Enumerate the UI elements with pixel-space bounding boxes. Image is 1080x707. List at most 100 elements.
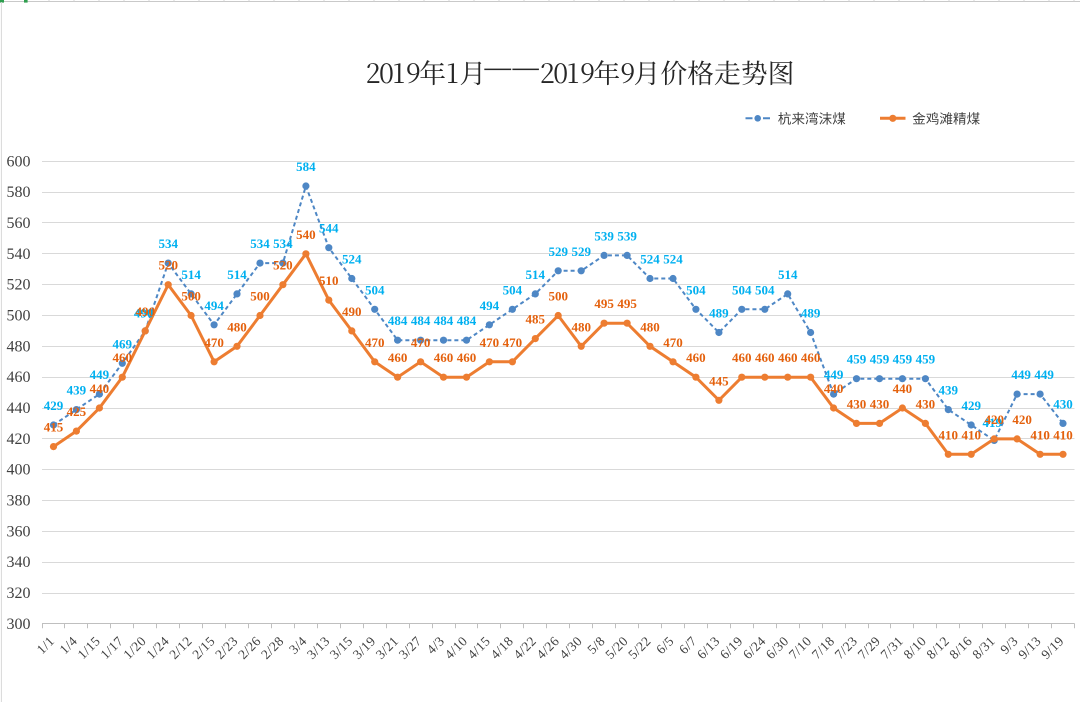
svg-text:459: 459 bbox=[893, 352, 913, 367]
svg-text:460: 460 bbox=[7, 369, 31, 386]
svg-text:470: 470 bbox=[663, 335, 683, 350]
svg-text:459: 459 bbox=[847, 352, 867, 367]
svg-text:524: 524 bbox=[663, 252, 683, 267]
svg-text:514: 514 bbox=[227, 267, 247, 282]
svg-text:470: 470 bbox=[204, 335, 224, 350]
svg-text:500: 500 bbox=[250, 289, 270, 304]
svg-text:490: 490 bbox=[135, 304, 155, 319]
svg-text:439: 439 bbox=[939, 383, 959, 398]
svg-text:459: 459 bbox=[916, 352, 936, 367]
svg-text:460: 460 bbox=[113, 350, 133, 365]
svg-text:420: 420 bbox=[1012, 412, 1032, 427]
svg-text:500: 500 bbox=[181, 289, 201, 304]
svg-text:544: 544 bbox=[319, 221, 339, 236]
svg-text:484: 484 bbox=[457, 313, 477, 328]
svg-text:460: 460 bbox=[457, 350, 477, 365]
svg-text:500: 500 bbox=[548, 289, 568, 304]
svg-text:440: 440 bbox=[893, 381, 913, 396]
svg-text:449: 449 bbox=[1034, 367, 1054, 382]
svg-text:534: 534 bbox=[250, 236, 270, 251]
svg-text:504: 504 bbox=[365, 282, 385, 297]
svg-text:460: 460 bbox=[755, 350, 775, 365]
svg-text:484: 484 bbox=[388, 313, 408, 328]
svg-text:524: 524 bbox=[640, 252, 660, 267]
svg-text:484: 484 bbox=[434, 313, 454, 328]
svg-text:460: 460 bbox=[434, 350, 454, 365]
svg-text:485: 485 bbox=[526, 312, 546, 327]
svg-text:449: 449 bbox=[90, 367, 110, 382]
svg-text:480: 480 bbox=[227, 319, 247, 334]
svg-text:430: 430 bbox=[916, 396, 936, 411]
svg-text:460: 460 bbox=[778, 350, 798, 365]
svg-text:410: 410 bbox=[1030, 427, 1050, 442]
svg-text:510: 510 bbox=[319, 273, 339, 288]
svg-text:400: 400 bbox=[7, 462, 31, 479]
svg-text:504: 504 bbox=[755, 282, 775, 297]
svg-text:514: 514 bbox=[778, 267, 798, 282]
svg-text:494: 494 bbox=[480, 298, 500, 313]
svg-text:500: 500 bbox=[7, 308, 31, 325]
svg-text:504: 504 bbox=[503, 282, 523, 297]
svg-text:540: 540 bbox=[296, 227, 316, 242]
svg-text:480: 480 bbox=[7, 338, 31, 355]
svg-text:514: 514 bbox=[526, 267, 546, 282]
svg-text:489: 489 bbox=[709, 306, 729, 321]
svg-text:490: 490 bbox=[342, 304, 362, 319]
svg-text:520: 520 bbox=[158, 258, 178, 273]
svg-text:410: 410 bbox=[939, 427, 959, 442]
svg-text:440: 440 bbox=[90, 381, 110, 396]
svg-text:440: 440 bbox=[7, 400, 31, 417]
svg-text:539: 539 bbox=[594, 228, 614, 243]
svg-text:480: 480 bbox=[571, 319, 591, 334]
svg-text:460: 460 bbox=[388, 350, 408, 365]
svg-text:469: 469 bbox=[113, 336, 133, 351]
svg-text:580: 580 bbox=[7, 184, 31, 201]
svg-text:420: 420 bbox=[984, 412, 1004, 427]
svg-text:460: 460 bbox=[686, 350, 706, 365]
svg-text:560: 560 bbox=[7, 215, 31, 232]
svg-text:495: 495 bbox=[594, 296, 614, 311]
svg-text:480: 480 bbox=[640, 319, 660, 334]
svg-text:429: 429 bbox=[44, 398, 64, 413]
svg-text:470: 470 bbox=[503, 335, 523, 350]
svg-text:449: 449 bbox=[1011, 367, 1031, 382]
svg-text:504: 504 bbox=[732, 282, 752, 297]
svg-text:524: 524 bbox=[342, 252, 362, 267]
svg-text:440: 440 bbox=[824, 381, 844, 396]
svg-text:520: 520 bbox=[7, 277, 31, 294]
svg-text:410: 410 bbox=[1053, 427, 1073, 442]
svg-text:470: 470 bbox=[365, 335, 385, 350]
svg-text:430: 430 bbox=[870, 396, 890, 411]
svg-text:429: 429 bbox=[961, 398, 981, 413]
svg-text:449: 449 bbox=[824, 367, 844, 382]
svg-text:340: 340 bbox=[7, 554, 31, 571]
svg-text:439: 439 bbox=[67, 383, 87, 398]
svg-text:495: 495 bbox=[617, 296, 637, 311]
svg-text:430: 430 bbox=[1053, 396, 1073, 411]
svg-text:600: 600 bbox=[7, 153, 31, 170]
svg-text:504: 504 bbox=[686, 282, 706, 297]
svg-text:470: 470 bbox=[480, 335, 500, 350]
svg-text:360: 360 bbox=[7, 523, 31, 540]
svg-text:534: 534 bbox=[273, 236, 293, 251]
svg-text:420: 420 bbox=[7, 431, 31, 448]
svg-text:380: 380 bbox=[7, 493, 31, 510]
svg-text:494: 494 bbox=[204, 298, 224, 313]
svg-text:529: 529 bbox=[571, 244, 591, 259]
svg-text:320: 320 bbox=[7, 585, 31, 602]
svg-text:540: 540 bbox=[7, 246, 31, 263]
svg-text:300: 300 bbox=[7, 616, 31, 633]
svg-text:529: 529 bbox=[548, 244, 568, 259]
svg-text:410: 410 bbox=[961, 427, 981, 442]
svg-text:484: 484 bbox=[411, 313, 431, 328]
svg-text:460: 460 bbox=[732, 350, 752, 365]
svg-text:539: 539 bbox=[617, 228, 637, 243]
svg-text:489: 489 bbox=[801, 306, 821, 321]
svg-text:514: 514 bbox=[181, 267, 201, 282]
svg-text:430: 430 bbox=[847, 396, 867, 411]
svg-text:534: 534 bbox=[158, 236, 178, 251]
svg-text:425: 425 bbox=[67, 404, 87, 419]
svg-text:419: 419 bbox=[982, 415, 1002, 430]
svg-text:520: 520 bbox=[273, 258, 293, 273]
svg-text:459: 459 bbox=[870, 352, 890, 367]
